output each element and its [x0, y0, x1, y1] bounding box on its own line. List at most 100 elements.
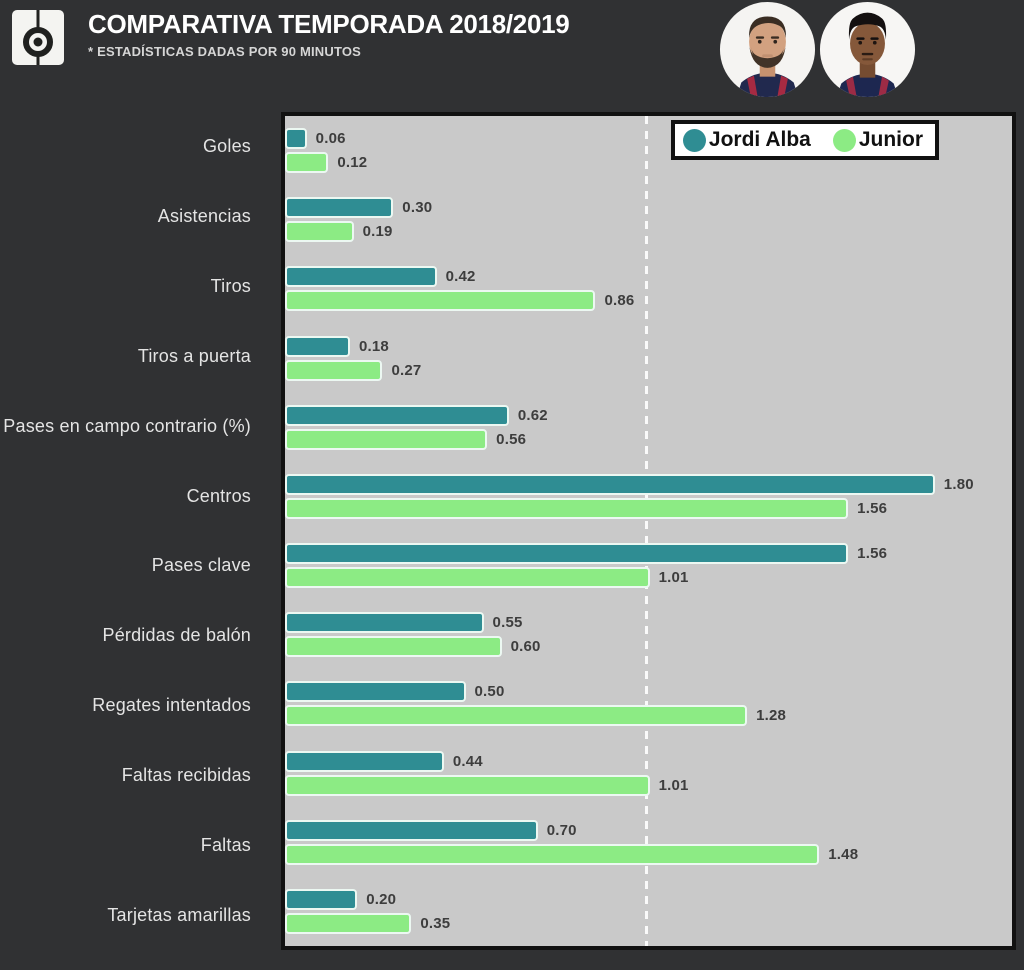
bar-jordi-alba	[285, 819, 538, 841]
category-label: Pases en campo contrario (%)	[3, 415, 251, 436]
legend-label-jordi-alba: Jordi Alba	[708, 128, 811, 151]
page-title: COMPARATIVA TEMPORADA 2018/2019	[88, 9, 570, 39]
bar-junior	[285, 843, 820, 865]
bar-value: 0.86	[604, 292, 635, 310]
chart-row: 1.56 1.01	[285, 531, 1012, 600]
category-label: Faltas	[200, 834, 251, 855]
avatar-jordi-alba	[719, 1, 816, 98]
page-subtitle: * ESTADÍSTICAS DADAS POR 90 MINUTOS	[88, 44, 362, 59]
category-label: Goles	[202, 136, 251, 157]
bar-junior	[285, 221, 354, 243]
header-titles: COMPARATIVA TEMPORADA 2018/2019 * ESTADÍ…	[88, 8, 570, 59]
bar-line: 0.30	[285, 197, 1012, 219]
bar-value: 0.19	[362, 223, 393, 241]
bar-value: 0.27	[391, 361, 422, 379]
bar-value: 0.30	[402, 199, 433, 217]
chart-row: 0.06 0.12	[285, 116, 1012, 185]
bar-value: 0.62	[517, 406, 548, 424]
bar-value: 0.20	[366, 890, 397, 908]
category-label: Tiros	[210, 276, 251, 297]
bar-jordi-alba	[285, 888, 358, 910]
bar-line: 0.56	[285, 428, 1012, 450]
bar-value: 1.48	[828, 845, 859, 863]
bar-line: 0.18	[285, 335, 1012, 357]
category-label: Centros	[186, 485, 251, 506]
bar-value: 0.55	[492, 614, 523, 632]
category-labels: Goles Asistencias Tiros Tiros a puerta Pases…	[0, 112, 266, 950]
chart-row: 0.50 1.28	[285, 669, 1012, 738]
legend-swatch-jordi-alba	[682, 128, 706, 152]
bar-value: 1.56	[857, 499, 888, 517]
category-label: Pérdidas de balón	[102, 625, 251, 646]
bar-value: 0.06	[315, 130, 346, 148]
category-label: Tiros a puerta	[137, 345, 251, 366]
bar-value: 0.12	[337, 154, 368, 172]
bar-junior	[285, 705, 748, 727]
bar-jordi-alba	[285, 197, 394, 219]
bar-value: 1.56	[857, 545, 888, 563]
chart-row: 0.55 0.60	[285, 600, 1012, 669]
bar-line: 0.86	[285, 290, 1012, 312]
bar-line: 1.56	[285, 543, 1012, 565]
chart-row: 1.80 1.56	[285, 462, 1012, 531]
bar-line: 0.55	[285, 612, 1012, 634]
bar-line: 0.42	[285, 266, 1012, 288]
bar-line: 0.20	[285, 888, 1012, 910]
chart-row: 0.70 1.48	[285, 808, 1012, 877]
bar-line: 0.35	[285, 912, 1012, 934]
category-label: Pases clave	[151, 555, 251, 576]
chart-row: 0.30 0.19	[285, 185, 1012, 254]
bar-line: 1.01	[285, 567, 1012, 589]
bar-jordi-alba	[285, 750, 444, 772]
bar-value: 0.70	[546, 821, 577, 839]
bar-value: 0.44	[452, 752, 483, 770]
legend-swatch-junior	[832, 128, 856, 152]
bar-value: 1.28	[756, 707, 787, 725]
category-label: Asistencias	[157, 206, 251, 227]
category-label: Regates intentados	[92, 695, 251, 716]
bars-area: 0.06 0.12 0.30 0.19 0.42 0.86 0.18 0.27 0.62 0.56…	[285, 116, 1012, 946]
bar-junior	[285, 774, 650, 796]
besoccer-logo-icon	[12, 10, 64, 65]
bar-line: 0.60	[285, 636, 1012, 658]
bar-value: 0.50	[474, 683, 505, 701]
bar-jordi-alba	[285, 681, 466, 703]
bar-junior	[285, 567, 650, 589]
bar-junior	[285, 152, 329, 174]
legend: Jordi Alba Junior	[670, 120, 939, 160]
bar-junior	[285, 912, 412, 934]
bar-jordi-alba	[285, 128, 307, 150]
bar-line: 0.19	[285, 221, 1012, 243]
bar-line: 0.06	[285, 128, 1012, 150]
bar-jordi-alba	[285, 543, 849, 565]
bar-junior	[285, 290, 596, 312]
bar-value: 0.56	[496, 430, 527, 448]
bar-value: 1.01	[658, 569, 689, 587]
bar-line: 1.56	[285, 497, 1012, 519]
category-label: Faltas recibidas	[121, 764, 251, 785]
bar-value: 1.80	[943, 475, 974, 493]
category-label: Tarjetas amarillas	[107, 904, 251, 925]
bar-junior	[285, 497, 849, 519]
bar-jordi-alba	[285, 266, 437, 288]
bar-line: 1.01	[285, 774, 1012, 796]
chart-row: 0.20 0.35	[285, 877, 1012, 946]
bar-line: 0.50	[285, 681, 1012, 703]
bar-value: 1.01	[658, 776, 689, 794]
bar-line: 0.70	[285, 819, 1012, 841]
reference-line	[645, 116, 648, 946]
bar-value: 0.18	[358, 337, 389, 355]
chart-row: 0.42 0.86	[285, 254, 1012, 323]
chart-row: 0.44 1.01	[285, 739, 1012, 808]
bar-line: 1.28	[285, 705, 1012, 727]
bar-junior	[285, 359, 383, 381]
bar-value: 0.42	[445, 268, 476, 286]
avatar-junior	[819, 1, 916, 98]
bar-value: 0.35	[420, 914, 451, 932]
bar-line: 0.44	[285, 750, 1012, 772]
chart-panel: 0.06 0.12 0.30 0.19 0.42 0.86 0.18 0.27 0.62 0.56…	[281, 112, 1016, 950]
bar-line: 1.80	[285, 473, 1012, 495]
bar-line: 0.62	[285, 404, 1012, 426]
bar-junior	[285, 636, 502, 658]
bar-line: 0.12	[285, 152, 1012, 174]
